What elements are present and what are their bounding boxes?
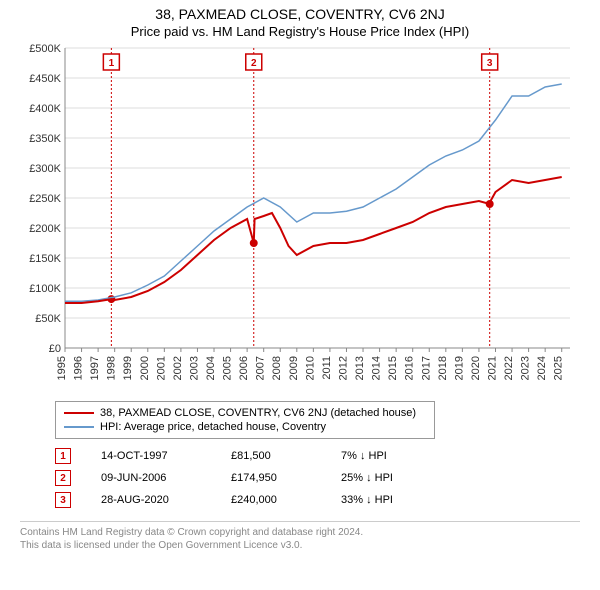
svg-text:2019: 2019 bbox=[453, 356, 465, 380]
license-text: Contains HM Land Registry data © Crown c… bbox=[20, 521, 580, 552]
annotation-num: 2 bbox=[60, 473, 66, 484]
svg-text:2003: 2003 bbox=[188, 356, 200, 380]
annotation-num: 3 bbox=[60, 495, 66, 506]
svg-text:3: 3 bbox=[487, 58, 493, 69]
svg-text:1996: 1996 bbox=[73, 356, 85, 380]
svg-text:2009: 2009 bbox=[288, 356, 300, 380]
svg-text:2013: 2013 bbox=[354, 356, 366, 380]
svg-text:£300K: £300K bbox=[29, 163, 61, 175]
svg-text:2014: 2014 bbox=[371, 356, 383, 380]
chart-title: 38, PAXMEAD CLOSE, COVENTRY, CV6 2NJ bbox=[0, 0, 600, 22]
annotation-date: 09-JUN-2006 bbox=[101, 472, 201, 484]
annotation-marker-2: 2 bbox=[55, 470, 71, 486]
svg-text:£0: £0 bbox=[49, 343, 61, 355]
svg-text:2023: 2023 bbox=[520, 356, 532, 380]
svg-text:2021: 2021 bbox=[486, 356, 498, 380]
svg-text:£250K: £250K bbox=[29, 193, 61, 205]
svg-text:2017: 2017 bbox=[420, 356, 432, 380]
svg-text:£350K: £350K bbox=[29, 133, 61, 145]
svg-text:1995: 1995 bbox=[56, 356, 68, 380]
svg-text:1: 1 bbox=[109, 58, 115, 69]
svg-text:£50K: £50K bbox=[35, 313, 61, 325]
svg-text:2016: 2016 bbox=[404, 356, 416, 380]
chart-plot: £0 £50K £100K £150K £200K £250K £300K £350K £400… bbox=[20, 43, 580, 393]
svg-text:2010: 2010 bbox=[304, 356, 316, 380]
annotation-marker-3: 3 bbox=[55, 492, 71, 508]
svg-text:1997: 1997 bbox=[89, 356, 101, 380]
annotation-price: £81,500 bbox=[231, 450, 311, 462]
svg-text:2004: 2004 bbox=[205, 356, 217, 380]
legend-swatch-property bbox=[64, 412, 94, 414]
annotation-pct: 33% ↓ HPI bbox=[341, 494, 441, 506]
annotation-date: 28-AUG-2020 bbox=[101, 494, 201, 506]
svg-text:2005: 2005 bbox=[222, 356, 234, 380]
svg-text:2020: 2020 bbox=[470, 356, 482, 380]
svg-text:£200K: £200K bbox=[29, 223, 61, 235]
annotation-pct: 25% ↓ HPI bbox=[341, 472, 441, 484]
svg-text:£150K: £150K bbox=[29, 253, 61, 265]
svg-text:£450K: £450K bbox=[29, 73, 61, 85]
legend-row-property: 38, PAXMEAD CLOSE, COVENTRY, CV6 2NJ (de… bbox=[64, 406, 426, 420]
svg-text:1998: 1998 bbox=[106, 356, 118, 380]
legend-label-property: 38, PAXMEAD CLOSE, COVENTRY, CV6 2NJ (de… bbox=[100, 407, 416, 419]
svg-text:2000: 2000 bbox=[139, 356, 151, 380]
annotation-table: 1 14-OCT-1997 £81,500 7% ↓ HPI 2 09-JUN-… bbox=[55, 445, 580, 511]
legend-row-hpi: HPI: Average price, detached house, Cove… bbox=[64, 420, 426, 434]
legend-swatch-hpi bbox=[64, 426, 94, 428]
svg-text:£100K: £100K bbox=[29, 283, 61, 295]
svg-text:2008: 2008 bbox=[271, 356, 283, 380]
svg-text:2022: 2022 bbox=[503, 356, 515, 380]
svg-text:2007: 2007 bbox=[255, 356, 267, 380]
svg-text:2001: 2001 bbox=[155, 356, 167, 380]
svg-text:2025: 2025 bbox=[553, 356, 565, 380]
chart-subtitle: Price paid vs. HM Land Registry's House … bbox=[0, 22, 600, 43]
svg-text:2024: 2024 bbox=[536, 356, 548, 380]
svg-text:£500K: £500K bbox=[29, 43, 61, 55]
annotation-row: 1 14-OCT-1997 £81,500 7% ↓ HPI bbox=[55, 445, 580, 467]
annotation-row: 2 09-JUN-2006 £174,950 25% ↓ HPI bbox=[55, 467, 580, 489]
legend: 38, PAXMEAD CLOSE, COVENTRY, CV6 2NJ (de… bbox=[55, 401, 435, 439]
annotation-pct: 7% ↓ HPI bbox=[341, 450, 441, 462]
chart-svg: £0 £50K £100K £150K £200K £250K £300K £350K £400… bbox=[20, 43, 580, 393]
license-line2: This data is licensed under the Open Gov… bbox=[20, 539, 580, 552]
license-line1: Contains HM Land Registry data © Crown c… bbox=[20, 526, 580, 539]
annotation-row: 3 28-AUG-2020 £240,000 33% ↓ HPI bbox=[55, 489, 580, 511]
annotation-num: 1 bbox=[60, 451, 66, 462]
annotation-price: £174,950 bbox=[231, 472, 311, 484]
svg-text:2015: 2015 bbox=[387, 356, 399, 380]
svg-text:2018: 2018 bbox=[437, 356, 449, 380]
svg-text:2012: 2012 bbox=[337, 356, 349, 380]
svg-text:1999: 1999 bbox=[122, 356, 134, 380]
annotation-price: £240,000 bbox=[231, 494, 311, 506]
chart-container: 38, PAXMEAD CLOSE, COVENTRY, CV6 2NJ Pri… bbox=[0, 0, 600, 590]
svg-text:2011: 2011 bbox=[321, 356, 333, 380]
legend-label-hpi: HPI: Average price, detached house, Cove… bbox=[100, 421, 326, 433]
svg-text:2006: 2006 bbox=[238, 356, 250, 380]
annotation-marker-1: 1 bbox=[55, 448, 71, 464]
annotation-date: 14-OCT-1997 bbox=[101, 450, 201, 462]
svg-text:£400K: £400K bbox=[29, 103, 61, 115]
svg-text:2002: 2002 bbox=[172, 356, 184, 380]
svg-text:2: 2 bbox=[251, 58, 257, 69]
